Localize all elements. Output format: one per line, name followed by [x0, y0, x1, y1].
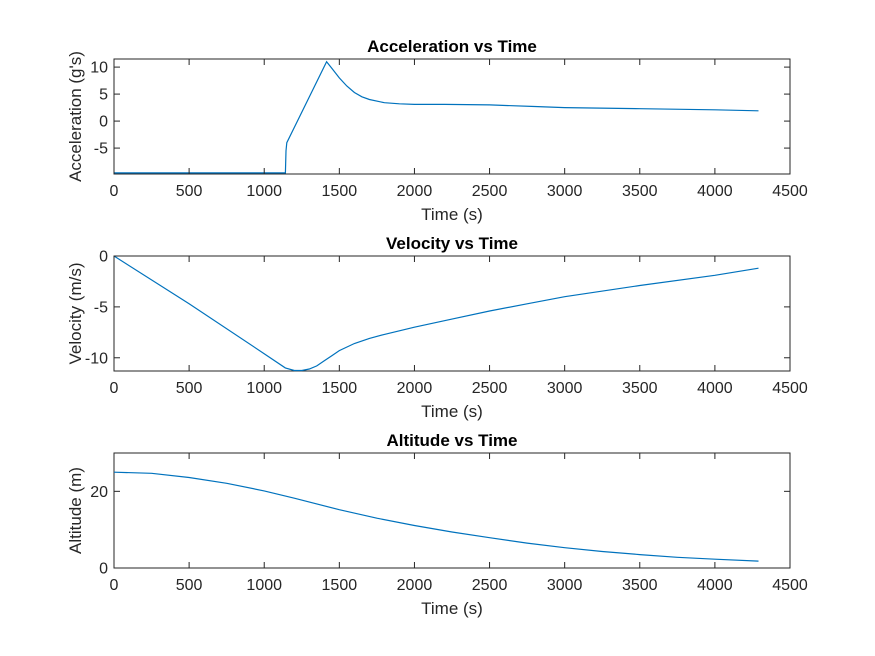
velocity-chart-title: Velocity vs Time [386, 234, 518, 253]
altitude-x-tick-label: 2000 [397, 577, 433, 594]
altitude-x-tick-label: 2500 [472, 577, 508, 594]
velocity-x-tick-label: 2500 [472, 380, 508, 397]
acceleration-y-tick-label: -5 [94, 141, 108, 158]
altitude-chart-title: Altitude vs Time [387, 431, 518, 450]
velocity-x-tick-label: 3500 [622, 380, 658, 397]
altitude-x-axis-label: Time (s) [421, 599, 483, 618]
acceleration-x-axis-label: Time (s) [421, 205, 483, 224]
acceleration-plot-area [113, 58, 791, 175]
velocity-y-tick-label: 0 [99, 249, 108, 266]
acceleration-x-tick-label: 3000 [547, 183, 583, 200]
velocity-x-tick-label: 3000 [547, 380, 583, 397]
velocity-x-tick-label: 500 [176, 380, 203, 397]
acceleration-y-tick-label: 5 [99, 87, 108, 104]
acceleration-x-tick-label: 4000 [697, 183, 733, 200]
altitude-y-tick-label: 0 [99, 561, 108, 578]
acceleration-x-tick-label: 2000 [397, 183, 433, 200]
acceleration-x-tick-label: 1500 [322, 183, 358, 200]
acceleration-x-tick-label: 0 [110, 183, 119, 200]
altitude-series-line [113, 471, 759, 562]
acceleration-series-line [114, 60, 759, 174]
acceleration-y-tick-label: 0 [99, 114, 108, 131]
velocity-x-tick-label: 1000 [246, 380, 282, 397]
velocity-x-tick-label: 4500 [772, 380, 808, 397]
altitude-x-tick-label: 3500 [622, 577, 658, 594]
altitude-x-tick-label: 4000 [697, 577, 733, 594]
altitude-x-tick-label: 3000 [547, 577, 583, 594]
altitude-x-tick-label: 1500 [322, 577, 358, 594]
acceleration-chart-title: Acceleration vs Time [367, 37, 537, 56]
altitude-y-axis-label: Altitude (m) [66, 467, 85, 554]
acceleration-y-tick-label: 10 [90, 60, 108, 77]
velocity-x-axis-label: Time (s) [421, 402, 483, 421]
velocity-x-tick-label: 4000 [697, 380, 733, 397]
velocity-y-tick-label: -10 [85, 350, 108, 367]
altitude-plot-area [113, 452, 791, 569]
velocity-series-line [113, 255, 759, 372]
velocity-y-axis-label: Velocity (m/s) [66, 262, 85, 364]
velocity-x-tick-label: 2000 [397, 380, 433, 397]
acceleration-x-tick-label: 500 [176, 183, 203, 200]
acceleration-x-tick-label: 2500 [472, 183, 508, 200]
altitude-x-tick-label: 500 [176, 577, 203, 594]
velocity-y-tick-label: -5 [94, 299, 108, 316]
acceleration-x-tick-label: 4500 [772, 183, 808, 200]
velocity-x-tick-label: 1500 [322, 380, 358, 397]
altitude-y-tick-label: 20 [90, 484, 108, 501]
velocity-x-tick-label: 0 [110, 380, 119, 397]
acceleration-x-tick-label: 3500 [622, 183, 658, 200]
altitude-x-tick-label: 1000 [246, 577, 282, 594]
altitude-x-tick-label: 0 [110, 577, 119, 594]
acceleration-y-axis-label: Acceleration (g's) [66, 51, 85, 182]
altitude-x-tick-label: 4500 [772, 577, 808, 594]
velocity-plot-area [113, 255, 791, 372]
acceleration-x-tick-label: 1000 [246, 183, 282, 200]
